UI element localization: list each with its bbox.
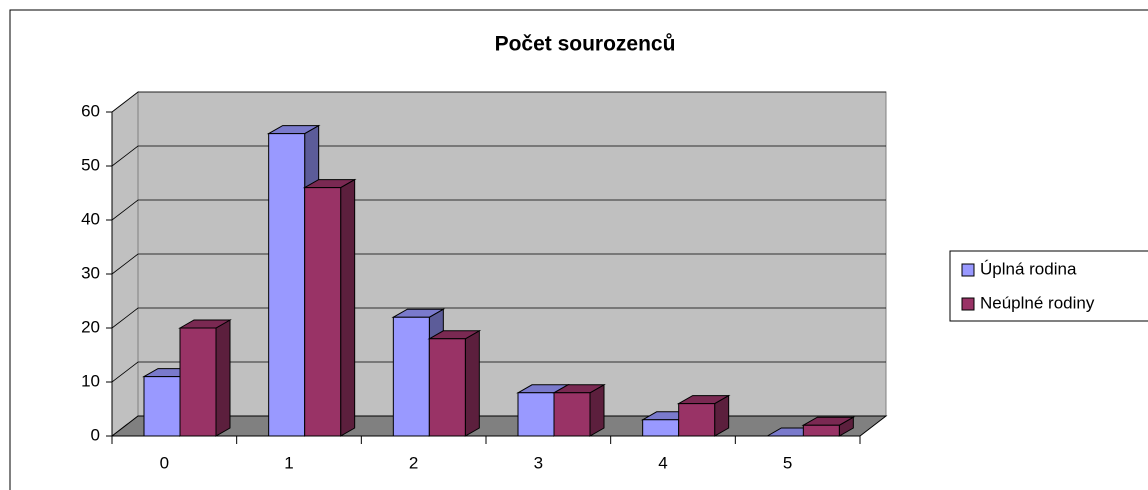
x-tick-label: 3 [534, 453, 543, 472]
x-tick-label: 4 [658, 453, 667, 472]
bar-face [678, 403, 716, 437]
y-tick-label: 10 [81, 371, 100, 390]
x-tick-label: 5 [783, 453, 792, 472]
grid-line [111, 199, 886, 221]
bar-face [304, 187, 342, 437]
y-tick-label: 20 [81, 317, 100, 336]
bar [302, 178, 357, 437]
bar [178, 319, 232, 437]
bar-face [428, 338, 466, 437]
grid-line [111, 91, 886, 113]
grid-line [111, 361, 886, 383]
bar-face [802, 424, 840, 437]
bar-face [589, 383, 605, 437]
grid-line [111, 307, 886, 329]
bar-face [143, 376, 181, 437]
bar-face [517, 392, 555, 437]
y-tick-label: 30 [81, 263, 100, 282]
grid-line [111, 253, 886, 275]
chart-title: Počet sourozenců [495, 33, 676, 56]
y-tick-label: 50 [81, 155, 100, 174]
bar-face [215, 319, 231, 437]
legend-label: Úplná rodina [980, 259, 1077, 278]
y-tick-label: 60 [81, 101, 100, 120]
legend-swatch [961, 297, 975, 311]
bar-face [553, 392, 591, 437]
bar [427, 329, 482, 437]
legend-box [949, 250, 1148, 322]
bar-face [392, 316, 430, 437]
legend-label: Neúplné rodiny [980, 293, 1095, 312]
y-tick-label: 40 [81, 209, 100, 228]
bar-face [179, 327, 217, 437]
bar-face [268, 133, 306, 437]
bar [676, 394, 731, 437]
bar-face [464, 329, 480, 437]
x-tick-label: 0 [160, 453, 169, 472]
bar-face [642, 419, 680, 437]
grid-line [111, 145, 886, 167]
legend-swatch [961, 263, 975, 277]
bar-face [340, 178, 356, 437]
x-tick-label: 2 [409, 453, 418, 472]
x-tick-label: 1 [284, 453, 293, 472]
y-tick-label: 0 [91, 425, 100, 444]
bar [552, 383, 606, 437]
bar [801, 416, 856, 437]
